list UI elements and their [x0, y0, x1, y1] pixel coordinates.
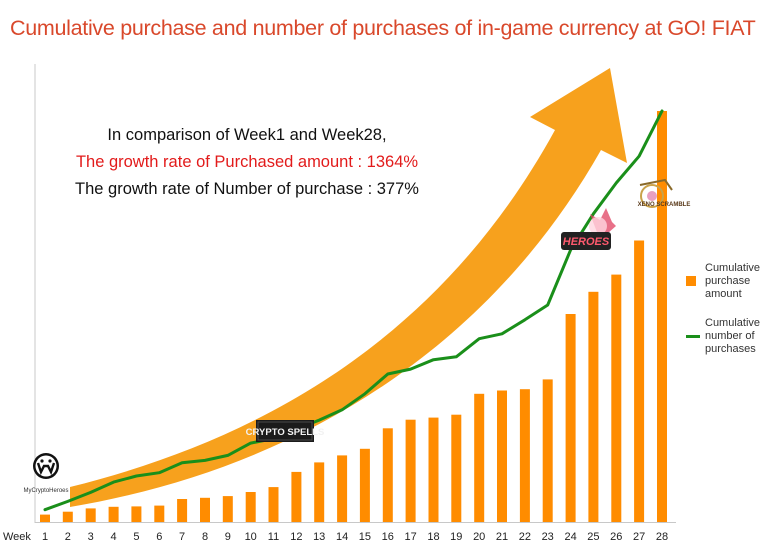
- bar-week-17: [405, 419, 416, 522]
- bar-week-20: [474, 393, 485, 522]
- bar-week-18: [428, 417, 439, 522]
- x-tick-label: 18: [427, 531, 439, 543]
- bar-week-6: [154, 505, 165, 522]
- legend-label-purchase-amount: Cumulative purchase amount: [705, 262, 761, 300]
- bar-week-10: [245, 492, 256, 522]
- bar-week-7: [177, 499, 188, 522]
- x-tick-label: 16: [382, 531, 394, 543]
- bar-week-24: [565, 314, 576, 522]
- bar-week-28: [657, 111, 667, 522]
- legend-label-number-of-purchases: Cumulative number of purchases: [705, 317, 761, 355]
- annotation-line-1: In comparison of Week1 and Week28,: [107, 126, 387, 144]
- svg-text:XENO SCRAMBLE: XENO SCRAMBLE: [638, 202, 691, 208]
- bar-week-27: [634, 240, 645, 522]
- bar-week-3: [85, 508, 96, 522]
- x-tick-label: 8: [202, 531, 208, 543]
- bar-week-19: [451, 414, 462, 522]
- bar-week-8: [200, 497, 210, 522]
- x-tick-label: 4: [111, 531, 117, 543]
- bar-week-9: [222, 496, 233, 522]
- cryptospells-logo: CRYPTO SPELLS: [246, 420, 325, 442]
- growth-annotation: In comparison of Week1 and Week28, The g…: [62, 122, 432, 203]
- x-tick-label: 28: [656, 531, 668, 543]
- bar-week-4: [108, 506, 119, 522]
- x-tick-label: 10: [245, 531, 257, 543]
- x-tick-label: 23: [542, 531, 554, 543]
- svg-text:MyCryptoHeroes: MyCryptoHeroes: [23, 488, 68, 494]
- bar-week-13: [314, 462, 325, 522]
- x-tick-label: 22: [519, 531, 531, 543]
- x-tick-label: 1: [42, 531, 48, 543]
- x-tick-label: 5: [133, 531, 139, 543]
- x-axis-label: Week: [3, 531, 31, 543]
- series-line-number-of-purchases: [43, 109, 664, 512]
- x-tick-label: 3: [88, 531, 94, 543]
- bar-week-21: [497, 390, 507, 522]
- bar-week-5: [131, 506, 142, 522]
- bar-week-1: [40, 514, 50, 522]
- growth-arrow: [70, 68, 627, 507]
- x-tick-label: 19: [450, 531, 462, 543]
- bar-week-23: [542, 379, 553, 522]
- legend-swatch-line: [686, 335, 700, 338]
- x-tick-label: 15: [359, 531, 371, 543]
- legend-swatch-bar: [686, 276, 696, 286]
- legend: Cumulative purchase amount Cumulative nu…: [686, 262, 777, 372]
- bar-week-12: [291, 471, 302, 522]
- bar-week-11: [268, 487, 279, 522]
- x-tick-label: 7: [179, 531, 185, 543]
- x-tick-label: 11: [268, 531, 279, 543]
- legend-item-purchase-amount: Cumulative purchase amount: [686, 262, 777, 301]
- page-title: Cumulative purchase and number of purcha…: [10, 16, 756, 40]
- x-tick-label: 14: [336, 531, 348, 543]
- x-tick-label: 17: [404, 531, 416, 543]
- x-tick-label: 12: [290, 531, 302, 543]
- x-tick-labels: 1 2 3 4 5 6 7 8 9 10 11 12 13 14 15 16 17 18 19 20 21 22 23 24 2…: [42, 531, 668, 543]
- annotation-line-2: The growth rate of Purchased amount : 13…: [75, 153, 419, 171]
- bars-layer: [40, 111, 667, 522]
- bar-week-15: [359, 448, 370, 522]
- heroes-logo: HEROES: [561, 208, 616, 250]
- mycryptoheroes-logo: MyCryptoHeroes: [23, 453, 69, 494]
- bar-week-26: [611, 274, 622, 522]
- x-tick-label: 20: [473, 531, 485, 543]
- x-tick-label: 2: [65, 531, 71, 543]
- legend-item-number-of-purchases: Cumulative number of purchases: [686, 317, 777, 356]
- bar-week-2: [62, 511, 73, 522]
- bar-week-25: [588, 291, 599, 522]
- bar-week-16: [382, 428, 393, 522]
- x-tick-label: 6: [156, 531, 162, 543]
- x-tick-label: 13: [313, 531, 325, 543]
- x-tick-label: 25: [587, 531, 599, 543]
- svg-text:HEROES: HEROES: [563, 236, 610, 248]
- x-tick-label: 24: [564, 531, 576, 543]
- annotation-line-3: The growth rate of Number of purchase : …: [75, 180, 419, 198]
- x-tick-label: 9: [225, 531, 231, 543]
- bar-week-22: [519, 389, 530, 522]
- x-tick-label: 27: [633, 531, 645, 543]
- svg-text:CRYPTO SPELLS: CRYPTO SPELLS: [246, 427, 325, 438]
- x-tick-label: 26: [610, 531, 622, 543]
- xeno-scramble-logo: XENO SCRAMBLE: [638, 178, 691, 208]
- x-tick-label: 21: [496, 531, 508, 543]
- bar-week-14: [337, 455, 348, 522]
